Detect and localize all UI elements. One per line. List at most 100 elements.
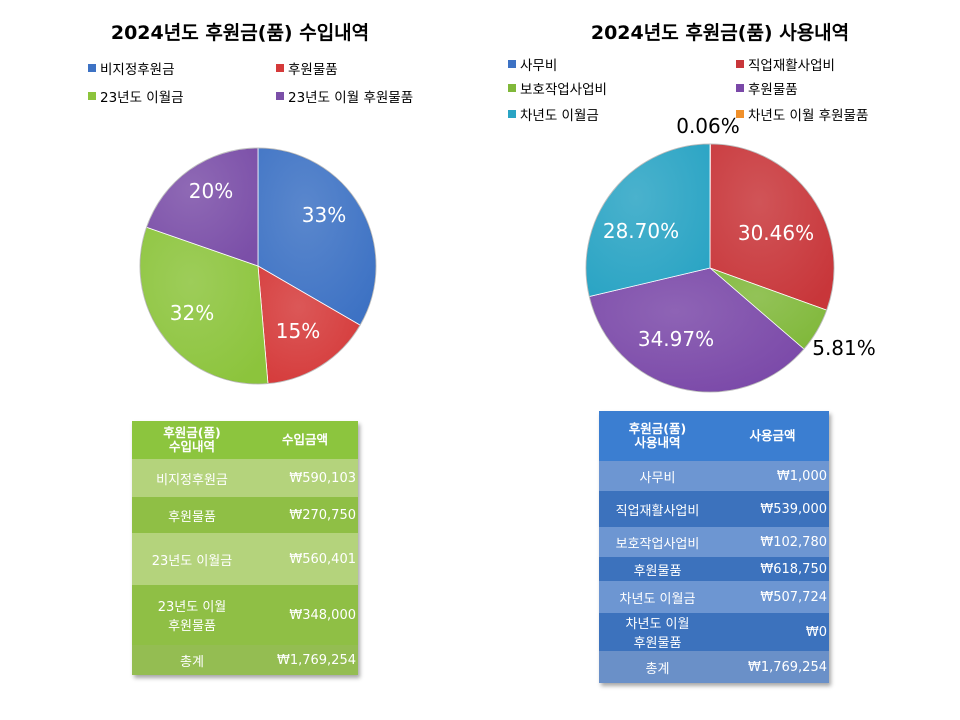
income-chart-title: 2024년도 후원금(품) 수입내역 — [110, 22, 370, 44]
pie-data-label: 33% — [302, 203, 346, 227]
legend-label: 사무비 — [520, 58, 558, 74]
row-label-text: 차년도 이월금 — [619, 591, 696, 607]
legend-label: 보호작업사업비 — [520, 82, 607, 98]
table-total-row: 총계 ₩1,769,254 — [599, 651, 829, 683]
table-total-row: 총계 ₩1,769,254 — [132, 645, 358, 675]
legend-label: 차년도 이월금 — [520, 108, 599, 124]
row-label: 직업재활사업비 — [599, 491, 716, 527]
income-pie-chart: 33% 15% 32% 20% — [139, 147, 377, 385]
header-text: 사용내역 — [634, 435, 681, 450]
table-row: 사무비 ₩1,000 — [599, 461, 829, 491]
row-amount: ₩1,769,254 — [716, 651, 829, 683]
income-panel: 2024년도 후원금(품) 수입내역 비지정후원금 후원물품 23년도 이월금 23년… — [88, 22, 413, 675]
row-label-text: 후원물품 — [168, 619, 216, 634]
row-label-text: 23년도 이월 — [157, 600, 227, 615]
pie-slice-2 — [257, 265, 361, 385]
pie-slice-2 — [709, 143, 835, 311]
legend-swatch — [736, 60, 744, 68]
table-header-cell: 수입금액 — [252, 421, 358, 459]
row-label: 비지정후원금 — [132, 459, 252, 497]
pie-outline — [139, 147, 377, 385]
usage-pie-chart: 0.06% 30.46% 5.81% 34.97% 28.70% — [585, 114, 876, 393]
pie-data-label: 0.06% — [676, 114, 740, 138]
header-text: 후원금(품) — [163, 425, 221, 440]
table-header-cell: 사용금액 — [716, 411, 829, 461]
row-amount: ₩1,769,254 — [252, 645, 358, 675]
row-amount: ₩0 — [716, 613, 829, 651]
legend-label: 비지정후원금 — [100, 62, 175, 78]
legend-item: 사무비 — [508, 54, 557, 74]
row-amount: ₩618,750 — [716, 557, 829, 581]
header-text: 사용금액 — [749, 428, 796, 443]
row-label-text: 총계 — [645, 661, 670, 677]
legend-item: 비지정후원금 — [88, 58, 175, 78]
row-label-text: 차년도 이월 — [625, 617, 690, 632]
table-header-row: 후원금(품) 수입내역 수입금액 — [132, 421, 358, 459]
usage-chart-title: 2024년도 후원금(품) 사용내역 — [590, 22, 850, 44]
table-header-cell: 후원금(품) 사용내역 — [599, 411, 716, 461]
legend-label: 후원물품 — [748, 82, 798, 98]
row-amount: ₩539,000 — [716, 491, 829, 527]
legend-item: 보호작업사업비 — [508, 78, 607, 98]
table-row: 차년도 이월 후원물품 ₩0 — [599, 613, 829, 651]
pie-slice-3 — [139, 226, 269, 385]
pie-data-label: 28.70% — [603, 219, 679, 243]
row-label-text: 23년도 이월금 — [151, 553, 233, 569]
row-label: 차년도 이월금 — [599, 581, 716, 613]
legend-item: 23년도 이월 후원물품 — [276, 86, 413, 106]
table-row: 직업재활사업비 ₩539,000 — [599, 491, 829, 527]
table-row: 후원물품 ₩270,750 — [132, 497, 358, 533]
row-amount: ₩590,103 — [252, 459, 358, 497]
usage-panel: 2024년도 후원금(품) 사용내역 사무비 직업재활사업비 보호작업사업비 후원물품… — [480, 0, 960, 720]
table-row: 23년도 이월 후원물품 ₩348,000 — [132, 585, 358, 645]
row-label-text: 사무비 — [639, 470, 676, 486]
row-label: 후원물품 — [599, 557, 716, 581]
legend-item: 직업재활사업비 — [736, 54, 835, 74]
pie-slice-4 — [146, 147, 259, 267]
table-row: 후원물품 ₩618,750 — [599, 557, 829, 581]
legend-label: 차년도 이월 후원물품 — [748, 108, 869, 124]
row-amount: ₩507,724 — [716, 581, 829, 613]
row-label: 보호작업사업비 — [599, 527, 716, 557]
legend-item: 23년도 이월금 — [88, 86, 184, 106]
legend-item: 차년도 이월 후원물품 — [736, 104, 868, 124]
pie-data-label: 30.46% — [738, 221, 814, 245]
legend-label: 후원물품 — [288, 62, 338, 78]
table-header-cell: 후원금(품) 수입내역 — [132, 421, 252, 459]
row-label-text: 후원물품 — [168, 509, 216, 525]
legend-swatch — [88, 92, 96, 100]
legend-label: 직업재활사업비 — [748, 58, 835, 74]
pie-outline — [585, 143, 835, 393]
legend-item: 후원물품 — [736, 78, 798, 98]
legend-swatch — [736, 84, 744, 92]
table-row: 비지정후원금 ₩590,103 — [132, 459, 358, 497]
row-amount: ₩102,780 — [716, 527, 829, 557]
legend-swatch — [508, 84, 516, 92]
row-amount: ₩348,000 — [252, 585, 358, 645]
pie-slice-1 — [257, 147, 377, 326]
pie-data-label: 20% — [189, 179, 233, 203]
legend-item: 후원물품 — [276, 58, 338, 78]
legend-swatch — [508, 60, 516, 68]
row-label-text: 비지정후원금 — [156, 472, 228, 488]
header-text: 후원금(품) — [628, 421, 687, 436]
row-label: 후원물품 — [132, 497, 252, 533]
row-label-text: 보호작업사업비 — [615, 536, 700, 552]
legend-swatch — [736, 110, 744, 118]
row-amount: ₩270,750 — [252, 497, 358, 533]
pie-data-label: 5.81% — [812, 336, 876, 360]
row-label-text: 후원물품 — [633, 636, 682, 651]
legend-item: 차년도 이월금 — [508, 104, 599, 124]
table-row: 23년도 이월금 ₩560,401 — [132, 533, 358, 585]
row-label-text: 직업재활사업비 — [615, 503, 700, 519]
row-amount: ₩1,000 — [716, 461, 829, 491]
row-label-text: 총계 — [180, 654, 204, 670]
pie-slice-5 — [585, 143, 711, 298]
row-label: 23년도 이월금 — [132, 533, 252, 585]
legend-swatch — [276, 64, 284, 72]
row-amount: ₩560,401 — [252, 533, 358, 585]
